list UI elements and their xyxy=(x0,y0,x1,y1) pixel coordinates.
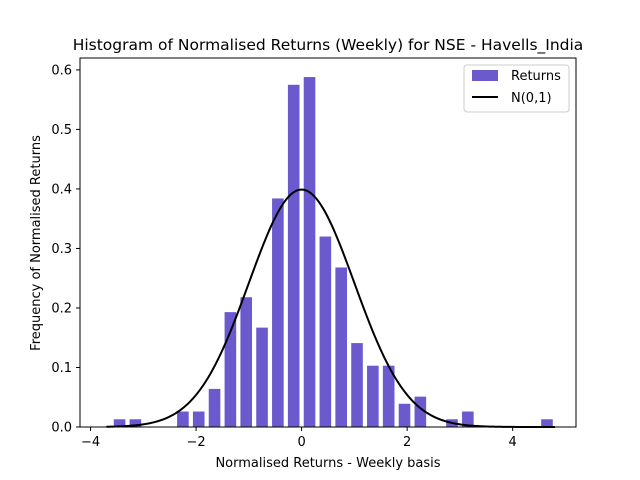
chart-title: Histogram of Normalised Returns (Weekly)… xyxy=(73,36,584,55)
y-tick-label: 0.0 xyxy=(51,421,72,436)
histogram-bar xyxy=(113,419,126,427)
x-tick-label: −4 xyxy=(81,435,100,450)
x-tick-label: 2 xyxy=(403,435,411,450)
histogram-bar xyxy=(462,411,474,427)
histogram-bar xyxy=(303,77,316,427)
legend: Returns N(0,1) xyxy=(463,64,570,113)
y-axis-label: Frequency of Normalised Returns xyxy=(29,135,44,351)
histogram-bar xyxy=(272,198,284,427)
legend-label-returns: Returns xyxy=(511,69,561,84)
y-tick-label: 0.4 xyxy=(51,182,72,197)
histogram-bar xyxy=(192,411,205,427)
plot-frame xyxy=(79,57,577,428)
x-tick-label: 0 xyxy=(297,435,305,450)
histogram-bar xyxy=(351,343,363,427)
histogram-bar xyxy=(414,396,427,427)
histogram-bar xyxy=(240,297,253,427)
plot-area: −4 −2 0 2 4 0.0 0.1 0.2 0.3 0.4 0.5 0.6 Returns N(0,1… xyxy=(51,57,577,450)
y-tick-label: 0.5 xyxy=(51,123,72,138)
histogram-bar xyxy=(224,312,237,427)
y-tick-label: 0.2 xyxy=(51,301,72,316)
histogram-bar xyxy=(319,236,332,427)
histogram-bar xyxy=(287,84,300,427)
histogram-bar xyxy=(382,365,395,427)
y-tick-label: 0.3 xyxy=(51,242,72,257)
x-axis-label: Normalised Returns - Weekly basis xyxy=(215,456,440,471)
histogram-bar xyxy=(129,419,142,427)
normal-curve-line xyxy=(106,188,555,428)
x-tick-label: −2 xyxy=(186,435,205,450)
histogram-bar xyxy=(256,327,268,427)
y-tick-label: 0.1 xyxy=(51,361,72,376)
legend-swatch-returns xyxy=(472,70,498,81)
histogram-bar xyxy=(398,403,411,427)
legend-label-normal: N(0,1) xyxy=(511,91,552,106)
y-tick-label: 0.6 xyxy=(51,63,72,78)
histogram-bar xyxy=(208,388,221,427)
histogram-bar xyxy=(335,267,347,427)
histogram-bar xyxy=(541,419,553,427)
x-tick-label: 4 xyxy=(509,435,517,450)
histogram-bar xyxy=(367,365,379,427)
histogram-bar xyxy=(177,411,189,427)
